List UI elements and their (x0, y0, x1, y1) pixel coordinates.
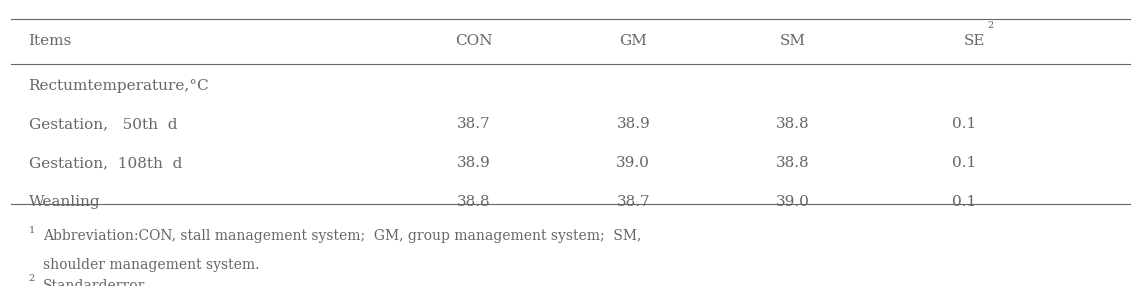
Text: 39.0: 39.0 (776, 195, 810, 208)
Text: 38.7: 38.7 (456, 118, 491, 131)
Text: Abbreviation:CON, stall management system;  GM, group management system;  SM,: Abbreviation:CON, stall management syste… (43, 229, 641, 243)
Text: GM: GM (620, 35, 647, 48)
Text: 0.1: 0.1 (952, 195, 977, 208)
Text: 38.7: 38.7 (616, 195, 650, 208)
Text: Gestation,   50th  d: Gestation, 50th d (29, 118, 177, 131)
Text: 0.1: 0.1 (952, 156, 977, 170)
Text: 39.0: 39.0 (616, 156, 650, 170)
Text: Standarderror.: Standarderror. (43, 279, 148, 286)
Text: SM: SM (780, 35, 806, 48)
Text: Rectumtemperature,°C: Rectumtemperature,°C (29, 79, 209, 93)
Text: 2: 2 (29, 274, 34, 283)
Text: shoulder management system.: shoulder management system. (43, 258, 260, 271)
Text: 38.8: 38.8 (776, 118, 810, 131)
Text: SE: SE (964, 35, 986, 48)
Text: Items: Items (29, 35, 72, 48)
Text: 38.9: 38.9 (616, 118, 650, 131)
Text: 2: 2 (987, 21, 993, 30)
Text: 38.8: 38.8 (456, 195, 491, 208)
Text: CON: CON (455, 35, 492, 48)
Text: 1: 1 (29, 226, 34, 235)
Text: Weanling: Weanling (29, 195, 100, 208)
Text: 38.8: 38.8 (776, 156, 810, 170)
Text: 0.1: 0.1 (952, 118, 977, 131)
Text: 38.9: 38.9 (456, 156, 491, 170)
Text: Gestation,  108th  d: Gestation, 108th d (29, 156, 181, 170)
